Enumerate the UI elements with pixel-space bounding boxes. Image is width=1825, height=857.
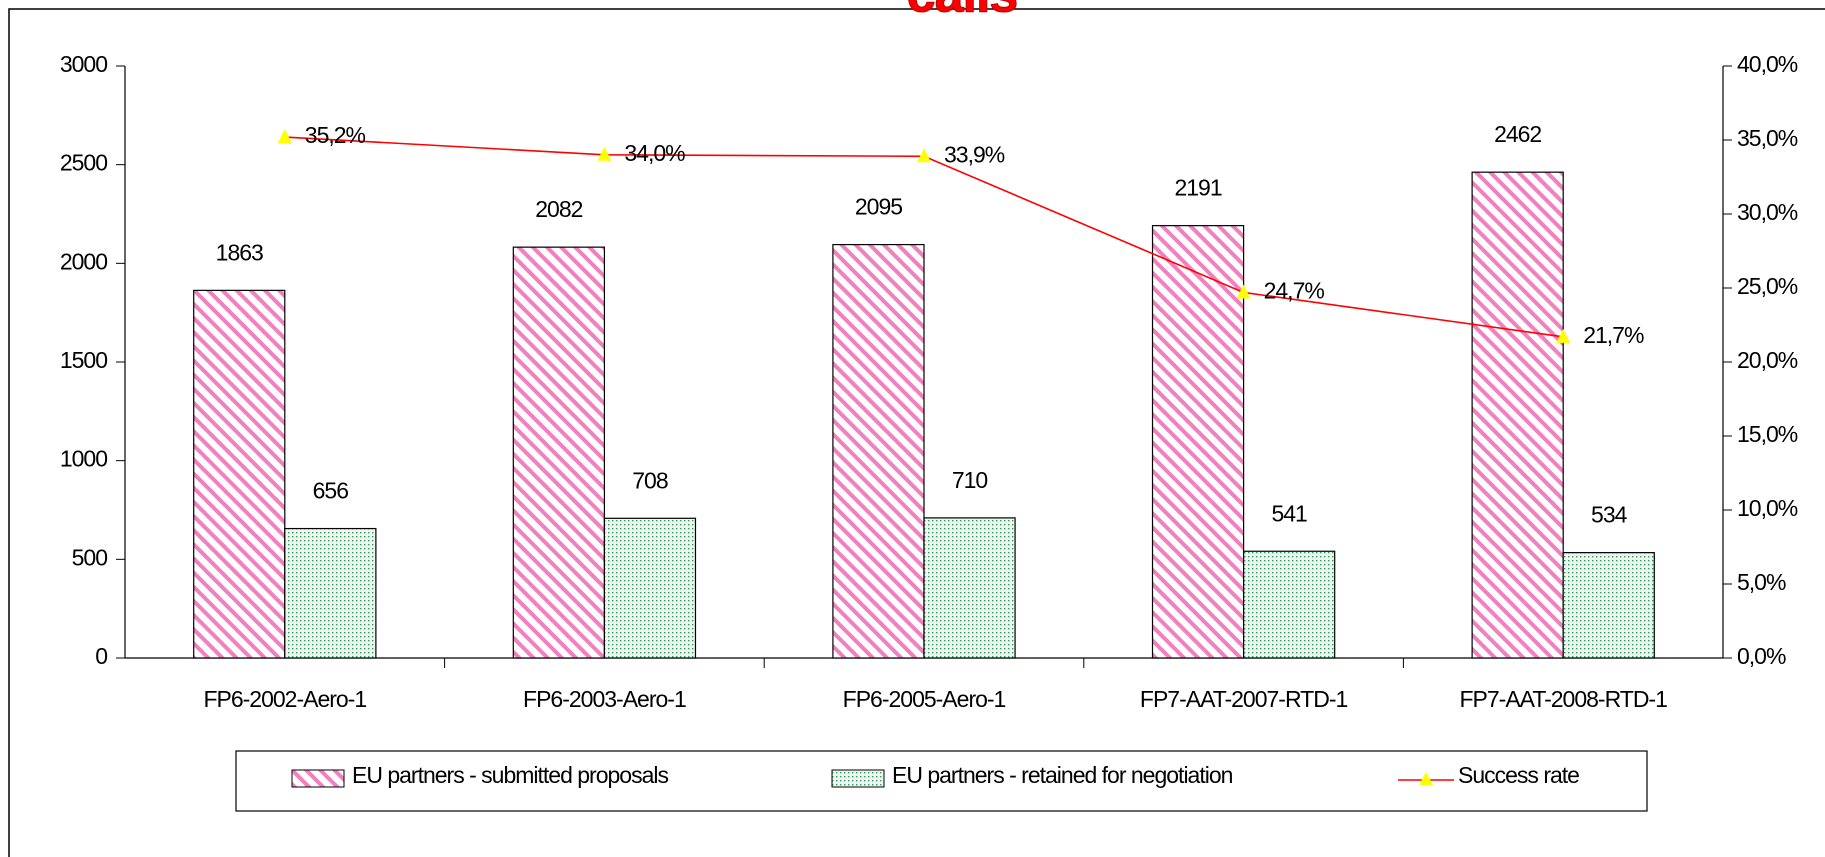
- chart-border: [8, 8, 1825, 857]
- bar: [1562, 552, 1655, 659]
- line-marker: [1556, 328, 1571, 343]
- bar: [284, 527, 377, 659]
- line-value-label: 34,0%: [624, 140, 685, 166]
- legend-label: EU partners - submitted proposals: [352, 762, 668, 788]
- bar-value-label: 2462: [1494, 121, 1541, 147]
- y2-tick-label: 10,0%: [1737, 495, 1798, 521]
- legend-marker: [1419, 772, 1433, 785]
- y2-tick-label: 5,0%: [1737, 569, 1786, 595]
- line-marker: [277, 129, 292, 144]
- x-tick-label: FP7-AAT-2007-RTD-1: [1140, 686, 1348, 712]
- y2-tick-label: 25,0%: [1737, 273, 1798, 299]
- y-tick-label: 500: [72, 544, 108, 570]
- line-value-label: 35,2%: [305, 122, 366, 148]
- chart-title: calls: [907, 0, 1018, 24]
- y2-tick-label: 20,0%: [1737, 347, 1798, 373]
- legend-box: [235, 750, 1648, 812]
- line-value-label: 24,7%: [1264, 278, 1325, 304]
- bar-value-label: 1863: [216, 239, 263, 265]
- x-tick-label: FP7-AAT-2008-RTD-1: [1460, 686, 1668, 712]
- bar-value-label: 2191: [1174, 175, 1221, 201]
- bar: [1242, 550, 1336, 659]
- line-marker: [917, 148, 931, 163]
- line-value-label: 33,9%: [944, 141, 1005, 167]
- bar: [1471, 171, 1564, 659]
- bar: [512, 246, 606, 659]
- line-marker: [597, 146, 612, 161]
- bar-value-label: 710: [952, 467, 988, 493]
- y2-tick-label: 40,0%: [1737, 51, 1798, 77]
- bar: [832, 243, 925, 659]
- bar-value-label: 541: [1271, 500, 1307, 526]
- line-marker: [1236, 284, 1251, 299]
- y-tick-label: 1500: [60, 347, 107, 373]
- legend-label: EU partners - retained for negotiation: [892, 762, 1233, 788]
- y-tick-label: 2500: [60, 150, 107, 176]
- y-tick-label: 2000: [60, 248, 107, 274]
- y-tick-label: 0: [95, 643, 107, 669]
- legend-swatch: [291, 769, 345, 788]
- y2-tick-label: 30,0%: [1737, 199, 1798, 225]
- x-tick-label: FP6-2005-Aero-1: [843, 686, 1006, 712]
- x-tick-label: FP6-2002-Aero-1: [203, 686, 366, 712]
- y2-tick-label: 35,0%: [1737, 125, 1798, 151]
- y-tick-label: 3000: [60, 51, 107, 77]
- bar: [603, 517, 697, 659]
- legend-label: Success rate: [1458, 762, 1579, 788]
- bar-value-label: 534: [1591, 502, 1628, 528]
- legend-swatch: [831, 769, 885, 788]
- x-tick-label: FP6-2003-Aero-1: [523, 686, 686, 712]
- y2-tick-label: 15,0%: [1737, 421, 1798, 447]
- y2-tick-label: 0,0%: [1737, 643, 1786, 669]
- bar-value-label: 656: [313, 478, 349, 504]
- bar-value-label: 708: [632, 467, 668, 493]
- bar: [923, 517, 1016, 659]
- bar: [1151, 225, 1245, 659]
- bar-value-label: 2082: [535, 196, 582, 222]
- bar-value-label: 2095: [855, 194, 902, 220]
- y-tick-label: 1000: [60, 446, 107, 472]
- line-value-label: 21,7%: [1583, 322, 1644, 348]
- bar: [193, 289, 286, 659]
